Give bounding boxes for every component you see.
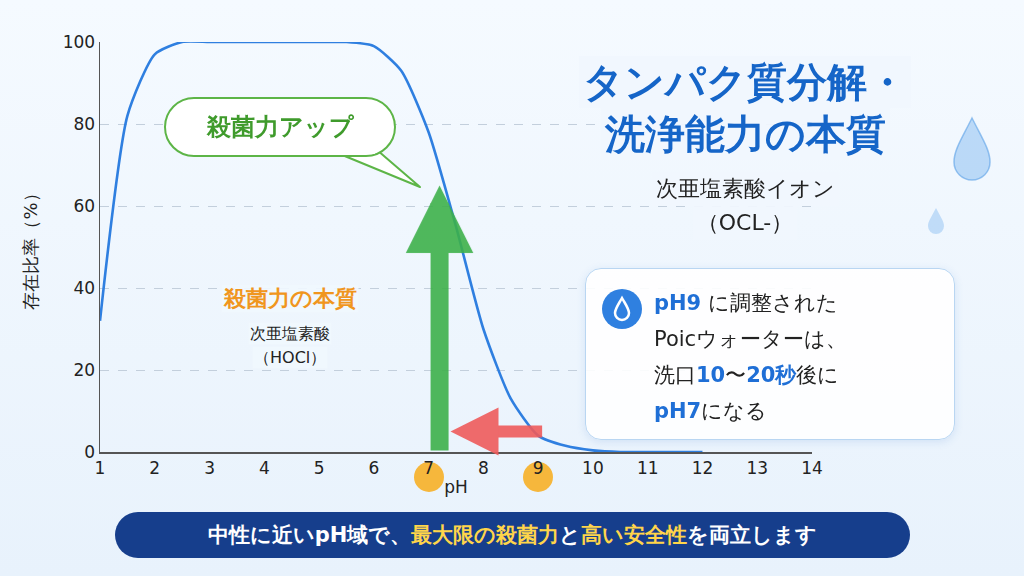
svg-text:9: 9 xyxy=(533,458,544,478)
svg-text:20: 20 xyxy=(73,360,95,380)
svg-text:pH: pH xyxy=(444,477,468,497)
svg-text:1: 1 xyxy=(95,458,106,478)
html-text:Poicウォーターは、: Poicウォーターは、 xyxy=(654,327,848,351)
html-text:（OCL-）: （OCL-） xyxy=(696,210,794,235)
svg-text:殺菌力の本質: 殺菌力の本質 xyxy=(223,286,357,311)
svg-text:12: 12 xyxy=(692,458,714,478)
svg-text:存在比率（%）: 存在比率（%） xyxy=(20,184,41,309)
svg-text:13: 13 xyxy=(746,458,768,478)
html-text:タンパク質分解・: タンパク質分解・ xyxy=(583,59,907,105)
svg-text:14: 14 xyxy=(801,458,823,478)
html-text:殺菌力アップ: 殺菌力アップ xyxy=(206,113,354,141)
svg-text:0: 0 xyxy=(84,442,95,462)
svg-text:60: 60 xyxy=(73,196,95,216)
html-text:pH7になる: pH7になる xyxy=(654,399,768,423)
html-text:洗浄能力の本質: 洗浄能力の本質 xyxy=(604,111,886,157)
svg-text:3: 3 xyxy=(204,458,215,478)
svg-text:6: 6 xyxy=(368,458,379,478)
svg-text:5: 5 xyxy=(314,458,325,478)
svg-text:80: 80 xyxy=(73,114,95,134)
html-text:pH9に調整された: pH9に調整された xyxy=(654,291,838,315)
svg-text:100: 100 xyxy=(63,32,95,52)
svg-text:8: 8 xyxy=(478,458,489,478)
svg-text:40: 40 xyxy=(73,278,95,298)
html-text:次亜塩素酸イオン: 次亜塩素酸イオン xyxy=(655,176,835,201)
svg-text:4: 4 xyxy=(259,458,270,478)
svg-text:（HOCl）: （HOCl） xyxy=(254,348,326,367)
svg-text:10: 10 xyxy=(582,458,604,478)
svg-text:2: 2 xyxy=(149,458,160,478)
html-text:洗口10〜20秒後に: 洗口10〜20秒後に xyxy=(654,363,840,387)
svg-text:11: 11 xyxy=(637,458,659,478)
html-text:中性に近いpH域で、最大限の殺菌力と高い安全性を両立します: 中性に近いpH域で、最大限の殺菌力と高い安全性を両立します xyxy=(207,523,818,547)
svg-text:次亜塩素酸: 次亜塩素酸 xyxy=(250,324,330,343)
svg-text:7: 7 xyxy=(423,458,434,478)
